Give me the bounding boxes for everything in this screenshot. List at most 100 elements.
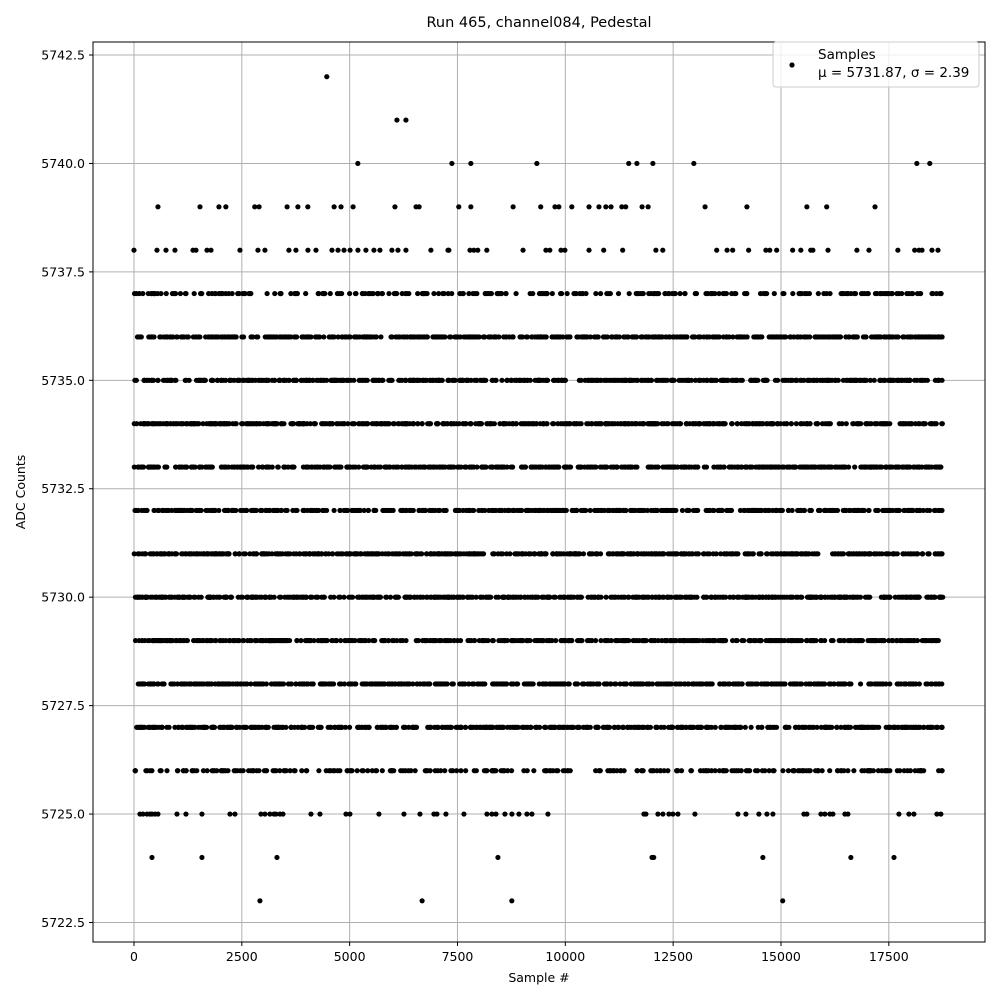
data-point	[231, 768, 237, 774]
data-point	[391, 724, 397, 730]
data-point	[132, 507, 138, 514]
data-point	[192, 464, 198, 470]
data-point	[811, 724, 817, 730]
data-point	[737, 507, 744, 514]
data-point	[734, 551, 740, 557]
data-point	[325, 551, 332, 557]
data-point	[635, 681, 641, 687]
data-point	[150, 637, 156, 644]
data-point	[636, 594, 642, 600]
data-point	[508, 768, 515, 774]
data-point	[218, 464, 224, 470]
data-point	[259, 681, 265, 687]
data-point	[338, 551, 344, 557]
data-point	[319, 637, 326, 644]
data-point	[327, 421, 333, 427]
data-point	[178, 464, 184, 470]
data-point	[738, 464, 744, 470]
data-point	[912, 377, 918, 383]
data-point	[452, 377, 458, 383]
data-point	[278, 594, 284, 600]
data-point	[225, 464, 232, 470]
data-point	[166, 507, 172, 514]
data-point	[705, 637, 711, 644]
data-point	[477, 724, 483, 730]
data-point	[838, 724, 844, 730]
data-point	[363, 464, 369, 470]
data-point	[652, 464, 658, 470]
data-point	[148, 377, 155, 383]
data-point	[504, 377, 510, 383]
data-point	[937, 594, 943, 600]
data-point	[147, 464, 154, 470]
data-point	[619, 377, 625, 383]
data-point	[243, 724, 249, 730]
data-point	[167, 594, 173, 600]
data-point	[905, 377, 911, 383]
data-point	[132, 768, 138, 774]
data-point	[423, 551, 430, 557]
data-point	[284, 594, 290, 600]
data-point	[762, 377, 769, 383]
data-point	[585, 724, 591, 730]
data-point	[817, 377, 823, 383]
data-point	[234, 681, 240, 687]
data-point	[843, 594, 850, 600]
data-point	[757, 551, 764, 557]
data-point	[347, 681, 353, 687]
data-point	[593, 637, 599, 644]
data-point	[867, 551, 873, 557]
data-point	[248, 681, 254, 687]
data-point	[366, 637, 372, 644]
data-point	[439, 377, 445, 383]
data-point	[670, 507, 676, 514]
data-point	[202, 377, 208, 383]
data-point	[659, 637, 665, 644]
data-point	[544, 377, 551, 383]
data-point	[529, 681, 535, 687]
data-point	[205, 594, 211, 600]
data-point	[798, 507, 804, 514]
data-point	[200, 768, 207, 774]
data-point	[914, 594, 920, 600]
data-point	[834, 768, 841, 774]
data-point	[175, 724, 181, 730]
data-point	[704, 724, 710, 730]
data-point	[685, 507, 691, 514]
data-point	[717, 681, 723, 687]
data-point	[553, 681, 559, 687]
data-point	[608, 681, 614, 687]
data-point	[439, 724, 445, 730]
data-point	[689, 724, 695, 730]
data-point	[701, 421, 707, 427]
data-point	[194, 681, 200, 687]
data-point	[228, 594, 234, 600]
data-point	[505, 507, 511, 514]
data-point	[410, 507, 416, 514]
data-point	[188, 724, 194, 730]
data-point	[244, 594, 250, 600]
data-point	[535, 464, 541, 470]
data-point	[923, 637, 929, 644]
data-point	[351, 681, 358, 687]
data-point	[155, 681, 161, 687]
data-point	[553, 464, 559, 470]
data-point	[578, 594, 585, 600]
data-point	[379, 681, 385, 687]
data-point	[896, 377, 902, 383]
data-point	[855, 421, 861, 427]
data-point	[414, 377, 421, 383]
data-point	[796, 724, 802, 730]
data-point	[271, 594, 277, 600]
data-point	[854, 551, 860, 557]
data-point	[720, 768, 726, 774]
data-point	[678, 377, 684, 383]
data-point	[477, 594, 483, 600]
data-point	[925, 464, 931, 470]
data-point	[413, 724, 420, 730]
data-point	[519, 464, 525, 470]
data-point	[773, 551, 779, 557]
data-point	[417, 681, 423, 687]
data-point	[223, 768, 229, 774]
